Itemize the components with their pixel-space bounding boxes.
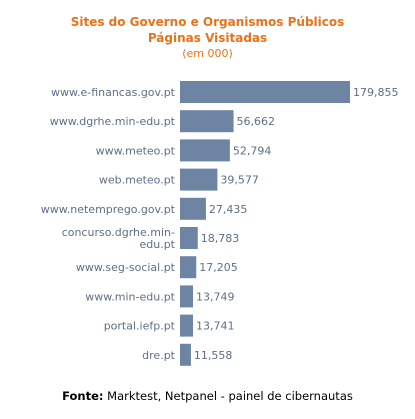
- category-label-8: portal.iefp.pt: [104, 320, 176, 333]
- source-footer: Fonte: Marktest, Netpanel - painel de ci…: [0, 389, 415, 403]
- bar-9: [180, 343, 191, 366]
- value-label-6: 17,205: [199, 261, 238, 274]
- value-label-8: 13,741: [196, 320, 235, 333]
- value-label-1: 56,662: [237, 115, 276, 128]
- bar-8: [180, 314, 193, 337]
- category-label-5: concurso.dgrhe.min-edu.pt: [62, 226, 176, 251]
- category-label-1: www.dgrhe.min-edu.pt: [50, 115, 176, 128]
- bar-4: [180, 197, 206, 220]
- chart-subtitle: (em 000): [182, 47, 233, 60]
- category-label-2: www.meteo.pt: [96, 144, 176, 157]
- category-label-4: www.netemprego.gov.pt: [41, 203, 176, 216]
- source-text: Marktest, Netpanel - painel de cibernaut…: [103, 389, 353, 403]
- value-label-5: 18,783: [201, 232, 240, 245]
- category-label-9: dre.pt: [142, 349, 176, 362]
- bar-6: [180, 256, 197, 279]
- value-label-3: 39,577: [220, 174, 259, 187]
- value-label-4: 27,435: [209, 203, 248, 216]
- bar-5: [180, 227, 198, 249]
- chart-title-line-2: Páginas Visitadas: [147, 31, 268, 45]
- category-label-0: www.e-financas.gov.pt: [51, 86, 176, 99]
- value-label-2: 52,794: [233, 144, 271, 157]
- category-label-3: web.meteo.pt: [99, 174, 176, 187]
- value-label-7: 13,749: [196, 290, 235, 303]
- category-label-7: www.min-edu.pt: [85, 290, 175, 303]
- source-label: Fonte:: [62, 389, 104, 403]
- value-label-0: 179,855: [353, 86, 399, 99]
- value-label-9: 11,558: [194, 349, 233, 362]
- bar-2: [180, 139, 230, 162]
- bar-1: [180, 110, 234, 133]
- chart-title-line-1: Sites do Governo e Organismos Públicos: [70, 15, 345, 29]
- bar-3: [180, 168, 218, 191]
- bar-7: [180, 285, 193, 308]
- category-label-6: www.seg-social.pt: [76, 261, 176, 274]
- bar-0: [180, 81, 350, 103]
